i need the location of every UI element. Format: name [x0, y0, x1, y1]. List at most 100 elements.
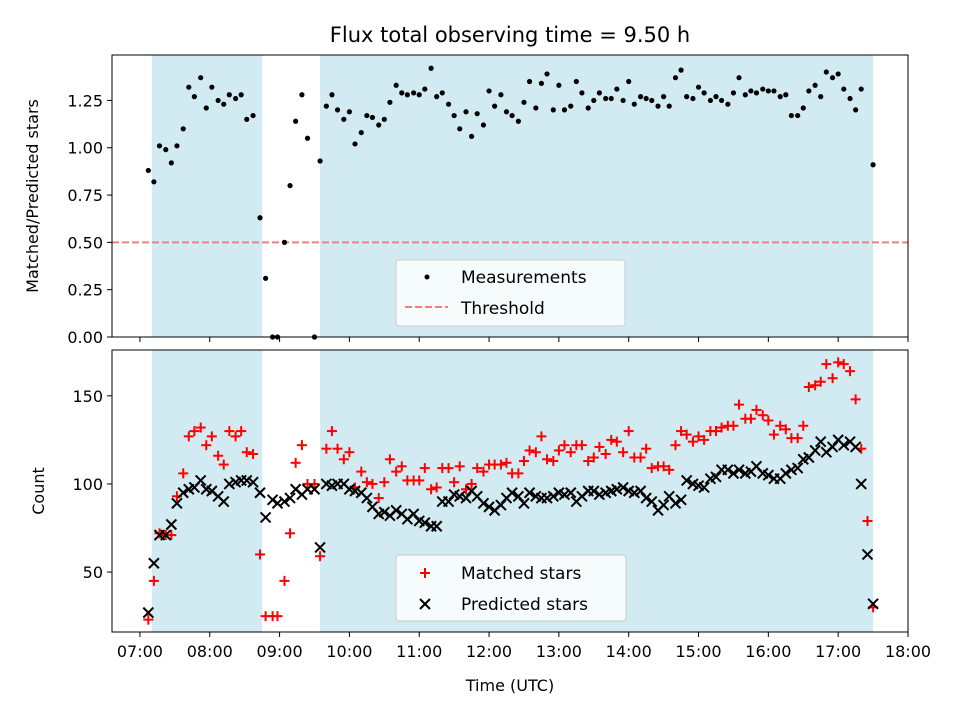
predicted-star-point: [791, 462, 804, 474]
x-stroke-b: [206, 485, 218, 497]
x-stroke-b: [430, 520, 443, 532]
measurement-point: [718, 97, 725, 104]
measurement-point: [304, 135, 311, 141]
x-stroke-b: [547, 490, 559, 502]
x-tick-label: 18:00: [885, 642, 931, 661]
x-stroke-b: [396, 508, 408, 520]
measurement-point: [800, 105, 806, 111]
x-stroke-b: [308, 483, 321, 495]
measurement-point: [250, 112, 256, 119]
predicted-star-point: [495, 499, 507, 511]
matched-star-point: [745, 413, 756, 424]
matched-star-point: [716, 422, 727, 433]
measurement-point: [180, 126, 186, 132]
predicted-star-point: [361, 492, 373, 504]
measurement-point: [771, 88, 777, 94]
measurement-point: [753, 90, 760, 96]
x-stroke-b: [722, 464, 734, 476]
x-tick-label: 09:00: [257, 642, 303, 661]
x-stroke-b: [254, 487, 266, 499]
x-stroke-b: [675, 494, 687, 506]
measurement-point: [795, 112, 801, 119]
measurement-point: [422, 86, 428, 92]
measurement-point: [486, 88, 492, 94]
measurement-point: [287, 182, 293, 189]
x-stroke-b: [314, 541, 326, 554]
x-tick-label: 14:00: [606, 642, 652, 661]
predicted-star-point: [518, 497, 530, 510]
chart-title: Flux total observing time = 9.50 h: [330, 23, 690, 47]
measurement-point: [823, 69, 829, 75]
measurement-point: [468, 133, 475, 139]
predicted-star-point: [815, 435, 827, 448]
x-stroke-b: [634, 485, 647, 497]
measurement-point: [376, 122, 382, 128]
measurement-point: [509, 112, 515, 119]
measurement-point: [145, 167, 151, 174]
x-stroke-b: [687, 478, 699, 490]
matched-star-point: [513, 468, 524, 479]
matched-star-point: [143, 614, 154, 625]
measurement-point: [463, 109, 469, 115]
matched-star-point: [236, 426, 247, 437]
y-tick-label: 0.25: [67, 281, 103, 300]
x-stroke-b: [512, 490, 525, 502]
x-stroke-b: [669, 497, 682, 510]
matched-star-point: [763, 415, 774, 426]
matched-star-point: [379, 477, 390, 488]
measurement-point: [533, 105, 539, 111]
predicted-star-point: [314, 541, 326, 554]
y-tick-label: 1.00: [67, 139, 103, 158]
matched-star-point: [384, 454, 395, 465]
matched-star-point: [862, 515, 873, 526]
measurement-point: [156, 143, 163, 149]
top-legend: Measurements Threshold: [395, 259, 626, 327]
matched-star-point: [827, 373, 838, 384]
measurement-point: [416, 92, 422, 98]
matched-star-point: [530, 447, 541, 458]
measurement-point: [399, 90, 405, 96]
top-measurement-points: [145, 65, 876, 340]
measurement-point: [186, 84, 192, 90]
y-tick-label: 100: [72, 475, 103, 494]
matched-star-point: [391, 466, 402, 477]
measurement-point: [841, 86, 847, 92]
matched-stars-points: [143, 357, 879, 625]
measurement-point: [713, 94, 719, 100]
matched-star-point: [189, 426, 200, 437]
measurement-point: [393, 82, 399, 88]
x-tick-label: 17:00: [815, 642, 861, 661]
predicted-star-point: [390, 504, 402, 517]
predicted-star-point: [849, 441, 862, 453]
predicted-star-point: [640, 492, 652, 504]
measurement-point: [631, 101, 637, 107]
measurement-point: [515, 118, 521, 124]
x-stroke-b: [733, 464, 745, 476]
matched-star-point: [646, 463, 657, 474]
x-stroke-b: [343, 483, 356, 495]
matched-star-point: [472, 463, 483, 474]
measurement-point: [678, 67, 684, 73]
predicted-star-point: [780, 467, 792, 480]
top-panel: 0.00 0.25 0.50 0.75 1.00 1.25 Flux total obse…: [23, 23, 909, 347]
measurement-point: [812, 82, 818, 88]
matched-star-point: [315, 551, 326, 562]
x-stroke-b: [762, 469, 775, 481]
measurement-point: [257, 215, 263, 221]
matched-star-point: [478, 466, 489, 477]
measurement-point: [364, 112, 370, 119]
y-tick-label: 50: [83, 563, 103, 582]
measurement-point: [695, 84, 702, 90]
legend-matched-label: Matched stars: [461, 564, 581, 584]
x-stroke-b: [349, 485, 361, 497]
matched-star-point: [356, 466, 367, 477]
predicted-star-point: [547, 490, 559, 502]
matched-star-point: [230, 431, 241, 442]
predicted-star-point: [165, 518, 178, 531]
top-legend-box: [395, 259, 626, 327]
matched-star-point: [553, 445, 564, 456]
top-y-axis-label: Matched/Predicted stars: [23, 99, 42, 293]
measurement-point: [561, 107, 568, 113]
predicted-star-point: [657, 499, 670, 511]
x-stroke-b: [680, 474, 693, 487]
